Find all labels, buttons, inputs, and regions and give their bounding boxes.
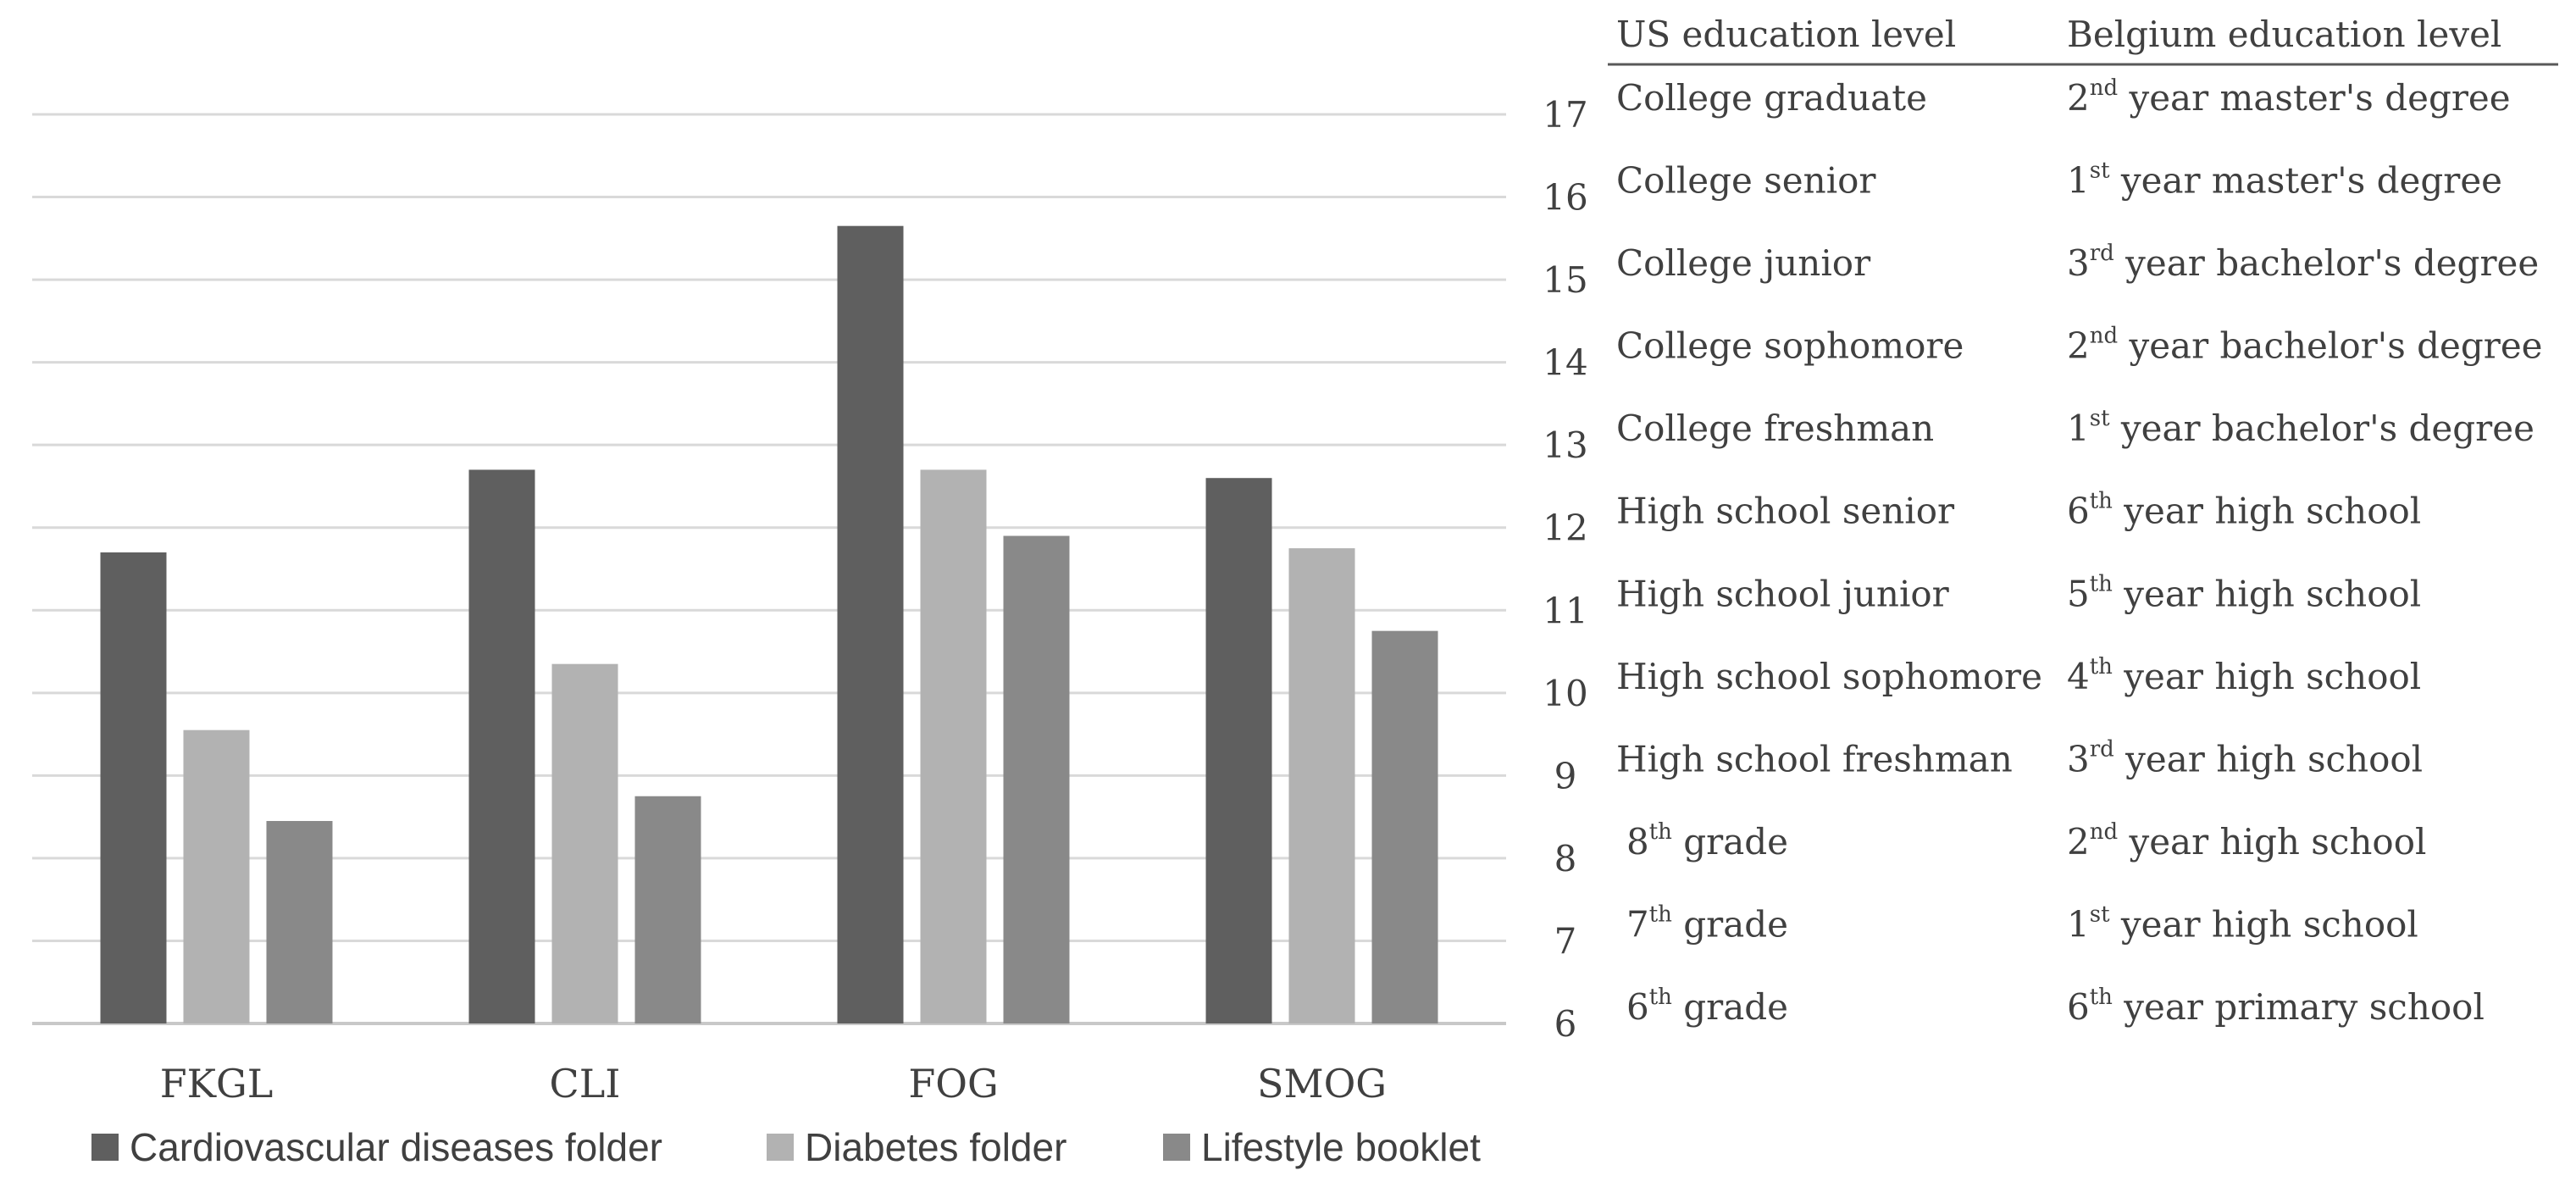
bar-cli-series-2 [551,663,618,1023]
x-category-label: FOG [908,1061,998,1107]
y-tick-label: 10 [1543,673,1587,714]
bar-fkgl-series-1 [100,552,167,1023]
table-cell-belgium: 1st year bachelor's degree [2067,406,2534,449]
legend-swatch [1163,1134,1190,1161]
table-cell-us: College graduate [1616,77,1927,119]
y-tick-label: 8 [1554,838,1577,879]
table-cell-us: High school freshman [1616,738,2013,779]
bars [100,225,1438,1023]
bar-smog-series-1 [1205,478,1272,1023]
table-cell-belgium: 1st year master's degree [2067,158,2502,202]
bar-smog-series-3 [1371,630,1438,1023]
y-tick-label: 7 [1554,920,1577,962]
bar-cli-series-1 [468,469,535,1023]
y-tick-label: 13 [1543,424,1587,466]
table-cell-us: College junior [1616,242,1871,284]
table-header-us: US education level [1616,14,1956,55]
x-category-label: FKGL [160,1061,274,1107]
table-header-belgium: Belgium education level [2067,14,2501,55]
legend-swatch [91,1134,119,1161]
legend-label: Lifestyle booklet [1201,1125,1481,1169]
legend-swatch [767,1134,794,1161]
y-tick-label: 16 [1543,177,1587,219]
gridlines [32,113,1506,1025]
x-category-label: CLI [550,1061,621,1107]
table-cell-belgium: 3rd year high school [2067,736,2423,779]
table-cell-belgium: 2nd year bachelor's degree [2067,324,2543,367]
y-tick-label: 17 [1543,94,1587,136]
table-cell-belgium: 5th year high school [2067,571,2421,614]
table-cell-us: College senior [1616,160,1876,202]
table-cell-us: 6th grade [1626,985,1788,1028]
bar-fog-series-2 [920,469,987,1023]
table-cell-us: 8th grade [1626,819,1788,863]
table-cell-belgium: 4th year high school [2067,654,2421,697]
x-category-label: SMOG [1257,1061,1387,1107]
y-tick-label: 12 [1543,508,1587,549]
y-tick-label: 11 [1543,590,1587,631]
table-cell-belgium: 6th year primary school [2067,985,2485,1028]
y-tick-label: 9 [1554,755,1577,796]
bar-fkgl-series-3 [266,821,333,1023]
table-cell-us: High school senior [1616,491,1955,532]
table-cell-us: 7th grade [1626,901,1788,945]
bar-smog-series-2 [1288,548,1355,1023]
x-axis-categories: FKGL CLI FOG SMOG [160,1061,1387,1107]
y-tick-label: 6 [1554,1003,1577,1045]
table-cell-us: College sophomore [1616,325,1964,367]
bar-fog-series-1 [837,225,904,1023]
table-cell-belgium: 1st year high school [2067,901,2418,945]
bar-fkgl-series-2 [183,729,250,1023]
legend: Cardiovascular diseases folder Diabetes f… [91,1125,1481,1169]
table-cell-belgium: 2nd year high school [2067,819,2426,863]
y-axis-ticks: 17 16 15 14 13 12 11 10 9 8 7 6 [1543,94,1587,1045]
table-cell-us: High school sophomore [1616,656,2042,697]
legend-label: Diabetes folder [805,1125,1066,1169]
table-cell-belgium: 3rd year bachelor's degree [2067,241,2539,284]
bar-fog-series-3 [1003,535,1070,1023]
table-cell-belgium: 6th year high school [2067,489,2421,532]
table-cell-us: College freshman [1616,408,1934,449]
y-tick-label: 14 [1543,342,1587,384]
y-tick-label: 15 [1543,259,1587,301]
bar-cli-series-3 [634,796,701,1023]
legend-label: Cardiovascular diseases folder [130,1125,662,1169]
table-cell-us: High school junior [1616,573,1950,614]
education-level-table: US education level Belgium education leve… [1608,14,2558,1028]
table-cell-belgium: 2nd year master's degree [2067,75,2511,119]
